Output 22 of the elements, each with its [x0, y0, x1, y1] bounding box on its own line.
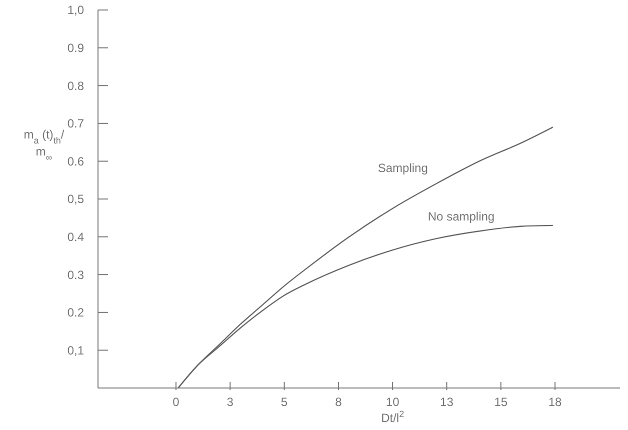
x-tick-label: 3: [226, 395, 234, 409]
x-tick-label: 15: [494, 395, 508, 409]
y-tick-label: 0.7: [67, 116, 84, 131]
y-tick-label: 0.6: [67, 154, 84, 168]
x-tick-label: 5: [280, 395, 288, 409]
series-label: Sampling: [378, 160, 428, 175]
x-tick-label: 10: [386, 395, 400, 409]
x-tick-label: 8: [335, 395, 342, 409]
y-tick-label: 0.9: [67, 41, 84, 55]
series-label: No sampling: [428, 210, 495, 224]
y-tick-label: 0.3: [67, 268, 84, 282]
y-tick-label: 0,1: [67, 343, 84, 358]
x-tick-label: 18: [548, 395, 562, 409]
y-tick-label: 0,5: [67, 192, 84, 206]
y-tick-label: 0.8: [67, 78, 84, 93]
y-tick-label: 0.2: [67, 306, 84, 320]
x-axis-title: Dt/l$^{2}$: [381, 409, 404, 425]
text: m$_{a}$ (t)$_{th}$/m$_{∞}$: [24, 127, 64, 162]
y-tick-label: 0.4: [67, 230, 84, 244]
x-tick-label: 13: [440, 395, 454, 409]
y-tick-label: 1,0: [67, 3, 84, 18]
x-tick-label: 0: [172, 395, 180, 409]
